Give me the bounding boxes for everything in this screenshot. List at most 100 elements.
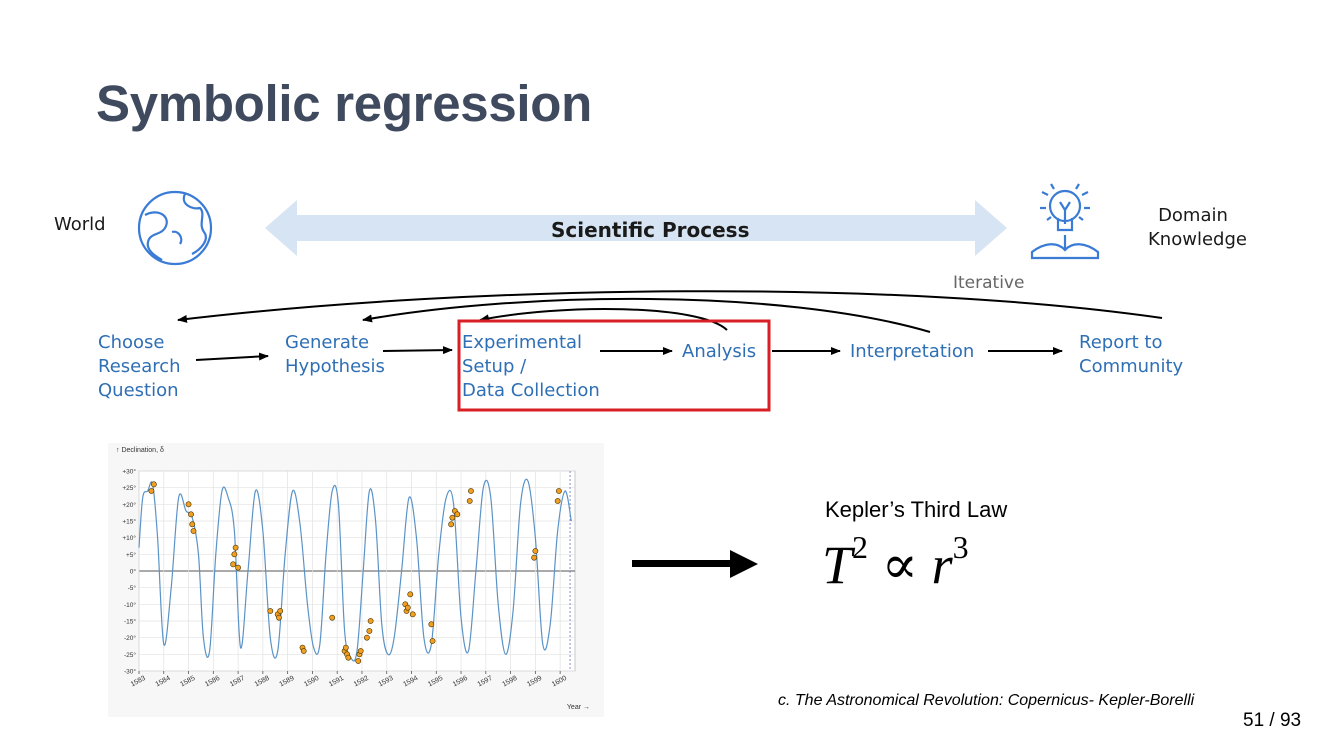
step-generate-hypothesis: Generate Hypothesis [285,331,385,379]
kepler-formula: T2 ∝ r3 [822,529,969,596]
observation-point [267,608,274,614]
step-analysis: Analysis [682,340,756,364]
y-tick-label: -25° [124,651,136,659]
y-tick-label: +10° [122,534,136,542]
step-line: Generate [285,332,370,353]
observation-point [329,614,336,621]
feedback-arcs [177,290,1163,333]
scientific-process-diagram: World Scientific Process Domain Knowledg… [0,180,1334,420]
x-tick-label: 1594 [402,675,419,689]
step-line: Experimental [462,332,583,353]
observation-point [532,548,539,554]
observation-point [454,511,461,518]
domain-label-line2: Knowledge [1148,229,1247,250]
formula-proportional: ∝ [868,535,932,595]
step-line: Community [1079,356,1184,377]
observation-point [429,638,436,644]
domain-knowledge-label: Domain Knowledge [1148,204,1247,252]
step-line: Report to [1079,332,1163,353]
y-tick-label: +15° [122,518,136,526]
x-tick-label: 1600 [551,675,568,689]
x-tick-label: 1591 [328,675,345,689]
lightbulb-icon [1030,183,1100,260]
observation-point [364,634,370,641]
x-tick-label: 1593 [378,675,395,689]
observation-point [407,591,414,598]
world-label: World [54,214,106,235]
observation-point [342,644,349,651]
y-tick-label: +30° [122,468,136,476]
observation-point [277,608,284,614]
observation-point [276,614,282,621]
observation-point [466,498,473,504]
slide-title: Symbolic regression [96,75,592,132]
highlight-box [457,319,771,412]
step-report-to-community: Report to Community [1079,331,1183,379]
step-line: Interpretation [850,341,975,362]
formula-r-exponent: 3 [952,529,969,565]
observation-point [150,481,157,488]
step-experimental-setup: Experimental Setup / Data Collection [462,331,600,403]
citation: c. The Astronomical Revolution: Copernic… [778,692,1195,709]
x-tick-label: 1590 [303,675,320,689]
observation-point [531,554,538,561]
observation-point [468,488,474,494]
observation-point [189,521,196,528]
observation-point [357,648,364,654]
step-line: Analysis [682,341,757,362]
y-axis-label: ↑ Declination, δ [116,447,164,454]
y-tick-label: 0° [130,568,137,576]
process-label: Scientific Process [551,218,750,242]
x-tick-label: 1586 [204,675,221,689]
y-tick-label: -10° [124,601,136,609]
observation-point [448,521,455,528]
observation-point [300,648,307,654]
arrow-head [730,550,758,578]
x-tick-label: 1589 [278,675,295,689]
step-line: Research [98,356,181,377]
step-line: Setup / [462,356,527,377]
x-tick-label: 1584 [155,675,172,689]
step-interpretation: Interpretation [850,340,974,364]
x-tick-label: 1596 [452,675,469,689]
observation-point [449,514,456,521]
formula-r: r [931,535,953,595]
forward-arrows [195,346,1063,361]
page-number: 51 / 93 [1243,710,1302,731]
x-tick-label: 1588 [254,675,271,689]
y-tick-label: +25° [122,484,136,492]
y-tick-label: -5° [128,584,137,592]
x-tick-label: 1587 [229,675,246,689]
process-double-arrow [265,200,1007,256]
kepler-law-label: Kepler’s Third Law [825,497,1008,522]
x-tick-label: 1583 [130,675,147,689]
observation-point [235,564,241,571]
x-tick-label: 1585 [179,675,196,689]
declination-chart: +30° +25° +20° +15° +10° +5° 0° -5° -10° -15° -20°… [108,443,604,717]
x-tick-label: 1595 [427,675,444,689]
observation-point [555,488,562,494]
x-tick-label: 1599 [526,675,543,689]
y-tick-label: -20° [124,634,136,642]
iterative-label: Iterative [953,273,1025,293]
observation-point [230,561,237,568]
diagram-graphics [137,183,1163,412]
arrow-shaft [632,560,732,567]
observation-point [148,488,155,494]
observation-point [185,501,192,508]
x-tick-label: 1592 [353,675,370,689]
x-axis-label: Year → [567,704,590,711]
transform-arrow [632,550,758,578]
observation-point [554,498,561,504]
observation-point [367,618,374,624]
step-choose-research-question: Choose Research Question [98,331,181,403]
step-line: Question [98,380,179,401]
step-line: Hypothesis [285,356,385,377]
observation-point [232,544,239,551]
formula-T: T [822,535,853,595]
observation-point [190,528,197,534]
x-tick-label: 1598 [501,675,518,689]
y-tick-label: +5° [126,551,136,559]
y-tick-label: -30° [124,668,136,676]
y-tick-label: -15° [124,618,136,626]
